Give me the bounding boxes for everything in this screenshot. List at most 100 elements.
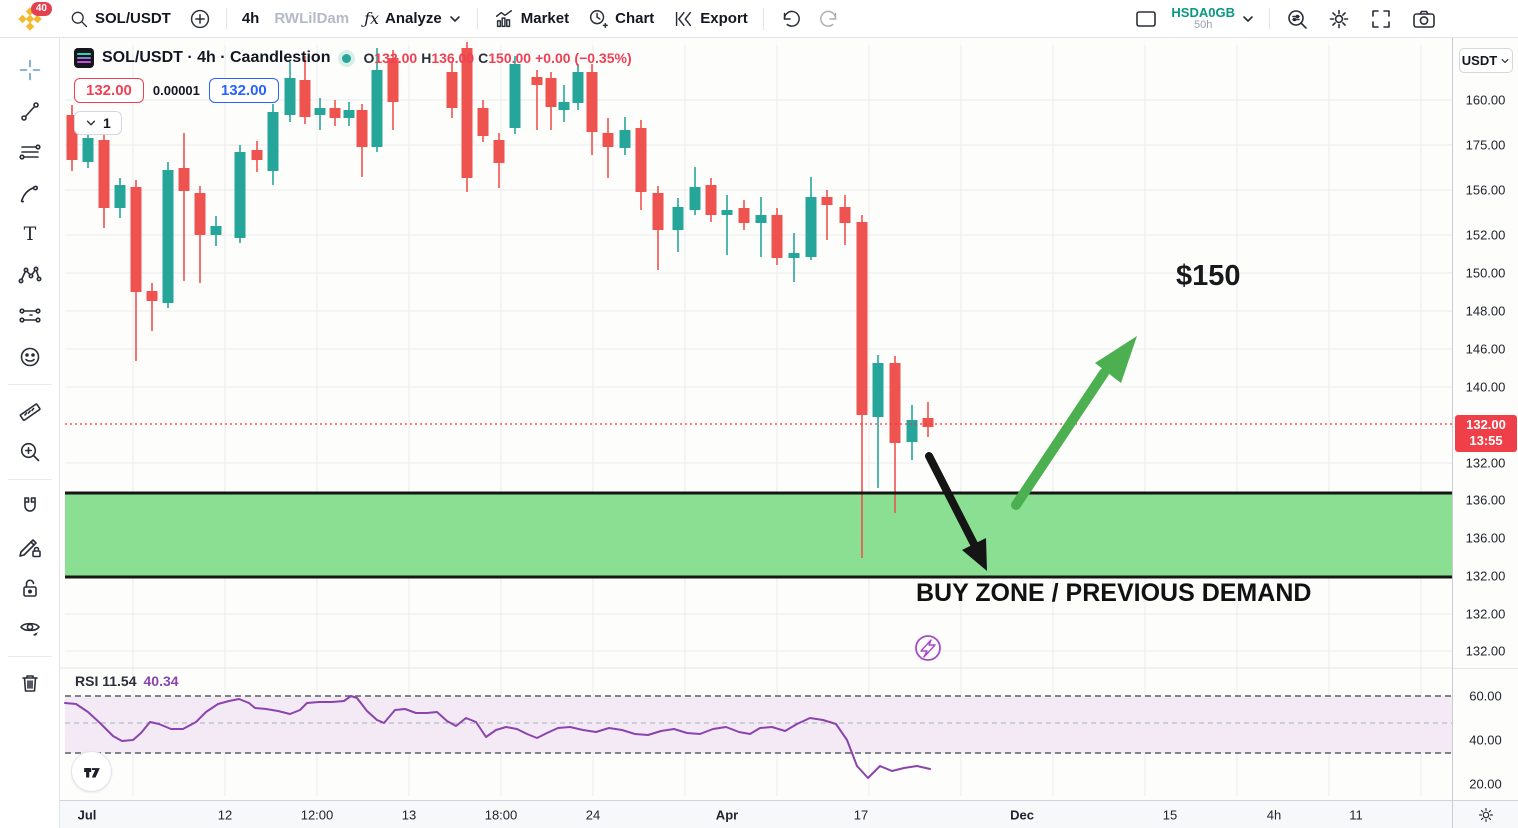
toolbar-divider [762,7,764,30]
buy-price-button[interactable]: 132.00 [208,78,279,103]
candle-body [461,48,473,178]
price-tick-label: 40.00 [1469,732,1502,748]
layout-name-menu[interactable]: HSDA0GB 50h [1167,6,1239,31]
interval-label: 4h [241,10,260,27]
candle-body [788,253,800,258]
ohlc-values: O132.00 H136.00 C150.00 +0.00 (−0.35%) [363,50,632,66]
candle-body [672,207,684,230]
camera-icon [1411,7,1437,31]
interval-button[interactable]: 4h [233,4,269,34]
position-tool-button[interactable] [10,296,50,336]
analyze-label: Analyze [385,10,442,27]
lock-all-button[interactable] [10,568,50,608]
chevron-down-icon[interactable] [1241,12,1255,26]
zoom-in-tool-button[interactable] [10,432,50,472]
measure-tool-button[interactable] [10,391,50,431]
trend-line-tool-button[interactable] [10,91,50,131]
indicators-button[interactable]: ƒx Analyze [355,4,471,34]
rsi-line [64,695,931,779]
change-value: +0.00 (−0.35%) [535,50,632,66]
text-tool-button[interactable]: T [10,214,50,254]
pane-separator[interactable] [1453,668,1518,669]
price-axis[interactable]: USDT 160.00 175.00 156.00 152.00 150.00 148.0… [1452,38,1518,800]
candle-body [509,64,521,128]
object-tree-chip[interactable]: 1 [74,111,122,135]
candle-body [558,102,570,110]
currency-selector[interactable]: USDT [1459,48,1513,73]
symbol-search-button[interactable]: SOL/USDT [60,4,180,34]
time-tick-label: 24 [585,807,601,822]
layout-button[interactable] [1125,4,1167,34]
price-tick-label: 160.00 [1465,92,1506,108]
candle-body [284,78,296,115]
candle-body [755,215,767,223]
svg-text:T: T [23,223,36,245]
legend-title[interactable]: SOL/USDT · 4h · Caandlestion [102,49,331,66]
price-tick-label: 148.00 [1465,303,1506,319]
price-target-annotation[interactable]: $150 [1176,260,1241,292]
candle-body [906,420,918,442]
sell-price-button[interactable]: 132.00 [74,78,144,103]
fullscreen-button[interactable] [1360,4,1402,34]
export-button[interactable]: Export [663,4,757,34]
compare-add-button[interactable] [180,4,220,34]
candle-body [146,291,158,301]
xabcd-pattern-tool-button[interactable] [10,255,50,295]
magnet-mode-button[interactable] [10,486,50,526]
price-tick-label: 136.00 [1465,492,1506,508]
undo-button[interactable] [770,4,810,34]
candle-body [805,197,817,257]
gear-icon [1327,7,1351,31]
drawing-toolbar: T [0,38,60,828]
symbol-label: SOL/USDT [95,10,171,27]
remove-drawings-button[interactable] [10,663,50,703]
market-status-dot[interactable] [338,49,356,67]
time-tick-label: Jul [77,807,97,822]
candle-body [635,128,647,192]
snapshot-button[interactable] [1402,4,1446,34]
export-label: Export [700,10,748,27]
candle-body [889,363,901,443]
market-button[interactable]: Market [484,4,578,34]
chart-legend: SOL/USDT · 4h · Caandlestion O132.00 H13… [74,48,632,68]
candle-body [689,187,701,210]
tv-logo-icon [83,767,100,777]
exchange-logo[interactable]: 40 [0,1,60,32]
buy-zone-rect [65,493,1452,577]
tradingview-logo[interactable] [71,751,112,792]
sidebar-divider [7,656,52,657]
emoji-tool-button[interactable] [10,337,50,377]
crosshair-tool-button[interactable] [10,50,50,90]
candle-body [114,185,126,208]
spread-value: 0.00001 [152,83,200,98]
price-tick-label: 140.00 [1465,379,1506,395]
fib-lines-tool-button[interactable] [10,132,50,172]
redo-button[interactable] [810,4,850,34]
last-price-badge: 132.00 13:55 [1455,415,1517,452]
notification-badge: 40 [30,1,52,16]
time-tick-label: 4h [1266,807,1282,822]
black-arrow-shaft [925,452,978,548]
timezone-settings-button[interactable] [1452,800,1518,828]
candle-body [194,193,206,235]
chevron-down-icon [448,12,462,26]
time-axis[interactable]: Jul 12 12:00 13 18:00 24 Apr 17 Dec 15 4h 11 [60,800,1452,828]
quick-search-button[interactable] [1276,4,1318,34]
layout-sub: 50h [1194,18,1213,31]
buy-zone-annotation[interactable]: BUY ZONE / PREVIOUS DEMAND [916,579,1312,607]
hide-drawings-button[interactable] [10,609,50,649]
candle-body [856,222,868,415]
candle-body [477,108,489,136]
sidebar-divider [7,384,52,385]
layout-square-icon [1134,8,1158,30]
candle-body [299,80,311,117]
settings-button[interactable] [1318,4,1360,34]
candle-body [267,112,279,171]
brush-tool-button[interactable] [10,173,50,213]
chart-area: SOL/USDT · 4h · Caandlestion O132.00 H13… [60,38,1452,800]
drawing-lock-button[interactable] [10,527,50,567]
price-tick-label: 60.00 [1469,688,1502,704]
layout-name: HSDA0GB [1171,4,1235,20]
chart-button[interactable]: Chart [578,4,663,34]
chart-canvas[interactable] [60,38,1452,800]
